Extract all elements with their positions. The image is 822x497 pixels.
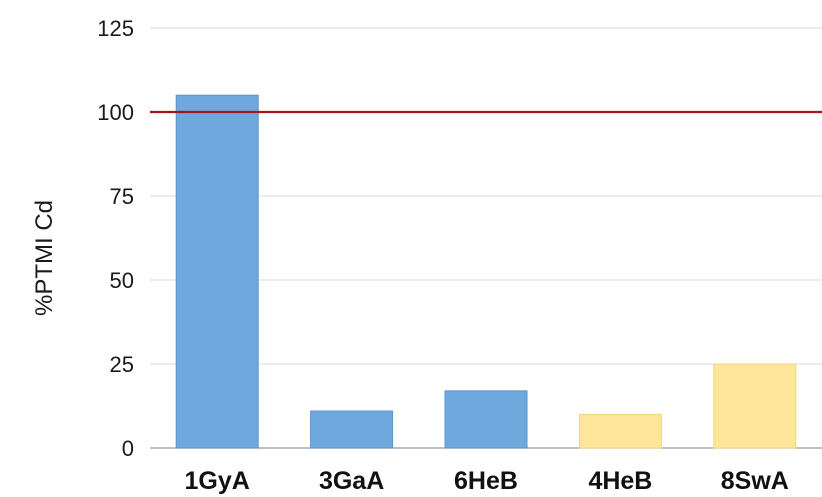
bar-1gya [175,94,259,449]
bar-6heb [444,390,528,449]
y-tick-label: 25 [110,352,134,377]
y-tick-label: 100 [97,100,134,125]
bar-4heb [578,413,662,449]
y-tick-label: 50 [110,268,134,293]
y-tick-label: 125 [97,16,134,41]
bar-3gaa [310,410,394,449]
x-tick-label: 4HeB [588,467,652,495]
x-tick-label: 3GaA [319,467,384,495]
y-tick-labels: 0 25 50 75 100 125 [97,16,134,461]
bar-8swa [713,363,797,449]
y-tick-label: 75 [110,184,134,209]
y-tick-label: 0 [122,436,134,461]
x-tick-label: 1GyA [185,467,250,495]
x-tick-label: 6HeB [454,467,518,495]
x-tick-labels: 1GyA 3GaA 6HeB 4HeB 8SwA [185,467,789,495]
x-tick-label: 8SwA [721,467,789,495]
y-axis-title: %PTMI Cd [31,200,58,316]
bars [175,94,797,449]
